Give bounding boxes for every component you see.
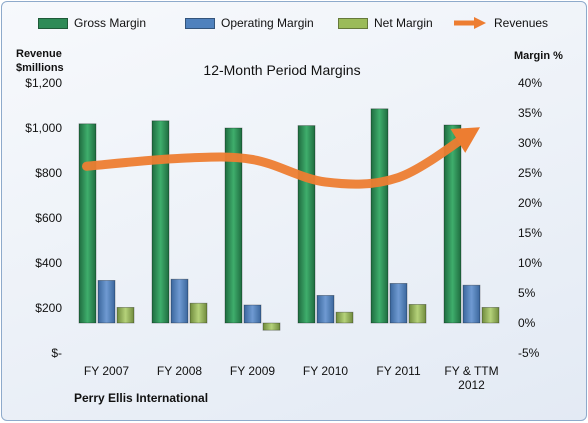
bar-net-margin: [408, 303, 427, 324]
x-tick-label: 2012: [458, 378, 485, 392]
right-tick-label: 25%: [518, 166, 542, 180]
x-tick-label: FY & TTM: [444, 364, 498, 378]
x-tick-label: FY 2007: [84, 364, 129, 378]
left-tick-label: $-: [51, 346, 62, 360]
bar-gross-margin: [224, 127, 243, 324]
revenues-arrowhead: [450, 127, 481, 153]
legend-swatch-operating: [185, 17, 215, 29]
bar-net-margin: [335, 311, 354, 324]
bar-operating-margin: [170, 278, 189, 324]
right-tick-label: 15%: [518, 226, 542, 240]
legend-arrow-icon: [454, 17, 486, 29]
legend-item-gross: Gross Margin: [38, 16, 146, 30]
bar-gross-margin: [151, 120, 170, 324]
left-tick-label: $600: [35, 211, 62, 225]
right-tick-label: 35%: [518, 106, 542, 120]
right-axis-title: Margin %: [514, 50, 563, 62]
bar-gross-margin: [78, 123, 97, 324]
bar-gross-margin: [443, 124, 462, 324]
right-tick-label: 40%: [518, 76, 542, 90]
right-tick-label: 10%: [518, 256, 542, 270]
left-axis-title: Revenue $millions: [16, 47, 64, 75]
chart-title: 12-Month Period Margins: [203, 62, 361, 78]
legend-label-revenues: Revenues: [494, 16, 549, 30]
x-tick-label: FY 2010: [303, 364, 348, 378]
legend: Gross Margin Operating Margin Net Margin…: [2, 16, 586, 36]
bar-net-margin: [189, 302, 208, 324]
legend-item-operating: Operating Margin: [185, 16, 314, 30]
company-name: Perry Ellis International: [74, 391, 209, 405]
x-tick-label: FY 2009: [230, 364, 275, 378]
x-tick-label: FY 2008: [157, 364, 202, 378]
right-tick-label: 30%: [518, 136, 542, 150]
bar-operating-margin: [316, 294, 335, 324]
left-axis-title-line1: Revenue: [16, 48, 62, 60]
left-tick-label: $1,000: [25, 121, 62, 135]
legend-label-net: Net Margin: [374, 16, 433, 30]
bar-gross-margin: [297, 125, 316, 324]
right-tick-label: 0%: [518, 316, 536, 330]
revenues-line: [82, 128, 476, 189]
left-tick-label: $400: [35, 256, 62, 270]
right-tick-label: 5%: [518, 286, 536, 300]
left-axis-title-line2: $millions: [16, 62, 64, 74]
bar-operating-margin: [243, 304, 262, 324]
bar-gross-margin: [370, 108, 389, 324]
bar-operating-margin: [97, 279, 116, 324]
legend-swatch-gross: [38, 17, 68, 29]
right-tick-label: 20%: [518, 196, 542, 210]
x-tick-label: FY 2011: [376, 364, 421, 378]
bar-operating-margin: [462, 284, 481, 324]
bar-net-margin: [116, 306, 135, 324]
legend-swatch-net: [338, 17, 368, 29]
left-tick-label: $800: [35, 166, 62, 180]
left-tick-label: $200: [35, 301, 62, 315]
legend-label-operating: Operating Margin: [221, 16, 314, 30]
bar-net-margin: [262, 322, 281, 331]
left-tick-label: $1,200: [25, 76, 62, 90]
legend-label-gross: Gross Margin: [74, 16, 147, 30]
bar-net-margin: [481, 306, 500, 324]
right-tick-label: -5%: [518, 346, 540, 360]
legend-item-net: Net Margin: [338, 16, 433, 30]
bar-operating-margin: [389, 282, 408, 324]
legend-item-revenues: Revenues: [452, 16, 548, 30]
